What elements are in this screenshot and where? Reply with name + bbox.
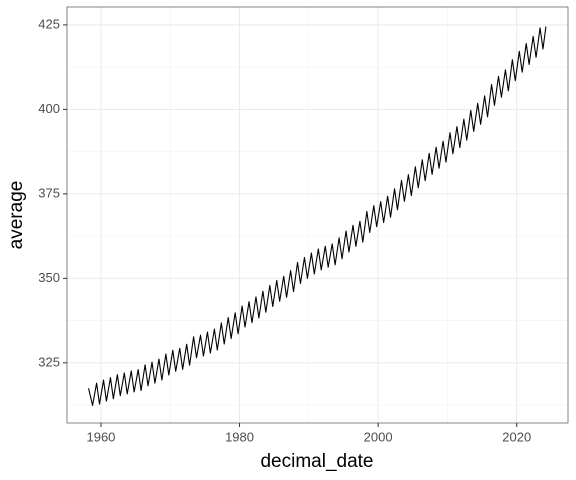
- x-tick-label: 2000: [364, 429, 393, 444]
- x-tick-label: 1980: [225, 429, 254, 444]
- y-axis-title: average: [6, 181, 27, 250]
- y-tick-label: 425: [38, 16, 60, 31]
- data-line: [88, 26, 547, 406]
- y-tick-label: 400: [38, 101, 60, 116]
- y-tick-label: 375: [38, 185, 60, 200]
- y-tick-label: 325: [38, 354, 60, 369]
- x-axis-title: decimal_date: [260, 451, 373, 472]
- y-tick-label: 350: [38, 270, 60, 285]
- panel-border: [66, 6, 569, 424]
- x-tick-label: 2020: [502, 429, 531, 444]
- x-tick-label: 1960: [86, 429, 115, 444]
